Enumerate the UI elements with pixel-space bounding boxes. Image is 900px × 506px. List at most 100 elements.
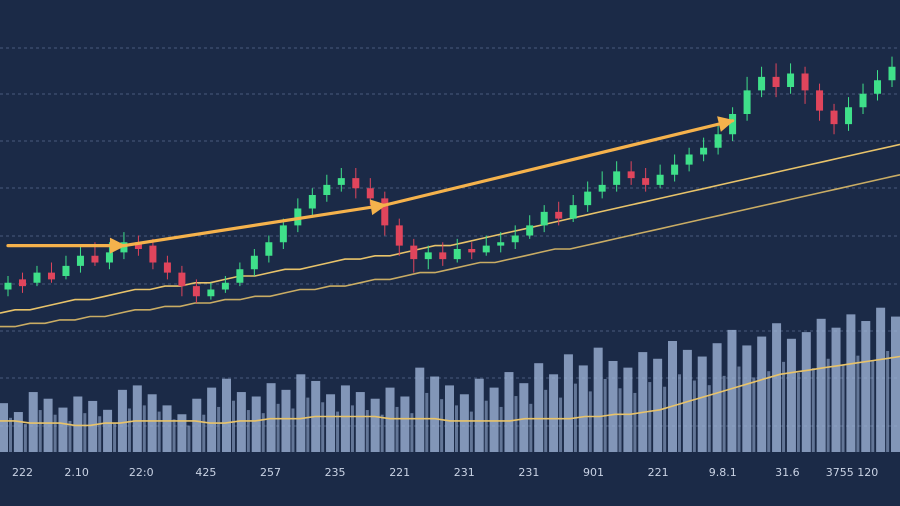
volume-bar — [336, 411, 340, 452]
volume-bar — [727, 329, 737, 452]
volume-bar — [767, 371, 771, 452]
candle-up — [323, 184, 331, 195]
volume-bar — [871, 360, 875, 452]
volume-bar — [886, 350, 890, 452]
candle-up — [207, 289, 215, 297]
volume-bar — [712, 343, 722, 452]
candle-down — [439, 252, 447, 260]
volume-bar — [400, 396, 410, 452]
volume-bar — [623, 367, 633, 452]
trend-arrow-head — [109, 237, 126, 254]
candle-up — [700, 147, 708, 155]
volume-bar — [162, 405, 172, 452]
candle-up — [671, 164, 679, 175]
x-tick-label: 2.10 — [64, 466, 89, 479]
volume-bar — [445, 385, 454, 452]
x-tick-label: 901 — [583, 466, 604, 479]
candle-down — [801, 73, 809, 91]
volume-bar — [484, 400, 488, 452]
volume-bar — [588, 391, 592, 452]
volume-bar — [222, 378, 231, 452]
candle-down — [468, 249, 476, 253]
candle-up — [526, 225, 534, 236]
volume-bar — [281, 389, 291, 452]
volume-bar — [142, 405, 146, 452]
volume-bar — [459, 394, 469, 452]
candle-up — [497, 242, 505, 246]
volume-bar — [816, 318, 826, 452]
volume-bar — [474, 378, 484, 452]
volume-bar — [365, 410, 369, 452]
candle-down — [627, 171, 635, 179]
candle-up — [743, 90, 751, 114]
volume-bar — [891, 316, 900, 452]
volume-bar — [440, 399, 444, 452]
volume-bar — [504, 372, 514, 452]
volume-bar — [251, 396, 261, 452]
volume-bar — [752, 377, 756, 452]
price-ma-line — [0, 174, 900, 328]
candle-down — [366, 188, 374, 199]
x-tick-label: 425 — [195, 466, 216, 479]
candle-up — [758, 76, 766, 91]
volume-bar — [856, 355, 860, 452]
candles — [4, 56, 896, 303]
candle-up — [569, 205, 577, 219]
trend-arrow-head — [717, 116, 735, 132]
candle-up — [511, 235, 519, 243]
candle-down — [830, 110, 838, 125]
volume-bar — [697, 356, 707, 452]
volume-bar — [519, 383, 529, 452]
candle-down — [178, 272, 186, 287]
volume-bar — [737, 366, 741, 452]
volume-bar — [876, 307, 886, 452]
volume-bar — [276, 403, 280, 452]
volume-bar — [425, 392, 429, 452]
candle-up — [729, 114, 737, 135]
volume-bar — [549, 374, 559, 452]
volume-bar — [58, 407, 68, 452]
volume-bar — [291, 408, 295, 452]
volume-bar — [261, 413, 265, 452]
volume-bar — [0, 403, 8, 452]
volume-bar — [132, 385, 142, 452]
candle-up — [105, 252, 113, 263]
candle-down — [149, 245, 157, 263]
x-tick-label: 231 — [454, 466, 475, 479]
volume-bar — [177, 414, 187, 452]
x-tick-label: 235 — [325, 466, 346, 479]
candle-up — [4, 282, 12, 290]
candle-up — [845, 107, 853, 125]
volume-bar — [113, 422, 117, 452]
volume-bar — [217, 406, 221, 452]
volume-bar — [13, 412, 23, 452]
volume-bar — [722, 375, 726, 452]
candle-down — [381, 198, 389, 226]
candle-up — [453, 249, 461, 260]
volume-bar — [663, 386, 667, 452]
candle-up — [265, 242, 273, 256]
volume-bar — [68, 420, 72, 452]
volume-bar — [648, 382, 652, 452]
volume-bar — [430, 376, 440, 452]
volume-bar — [707, 385, 711, 452]
volume-bar — [350, 405, 354, 452]
volume-bar — [826, 358, 830, 452]
volume-bar — [385, 387, 395, 452]
volume-bar — [127, 408, 131, 452]
candle-up — [685, 154, 693, 165]
volume-bar — [499, 406, 503, 452]
candle-up — [482, 245, 490, 253]
candle-down — [395, 225, 403, 246]
volume-bar — [53, 414, 57, 452]
volume-bar — [831, 327, 841, 452]
candle-down — [816, 90, 824, 111]
candle-up — [540, 211, 548, 226]
candle-down — [192, 286, 200, 297]
candle-up — [859, 93, 867, 108]
volume-bar — [395, 406, 399, 452]
candle-up — [613, 171, 621, 185]
volume-bar — [796, 372, 800, 452]
volume-bar — [608, 360, 618, 452]
candle-up — [656, 174, 664, 185]
